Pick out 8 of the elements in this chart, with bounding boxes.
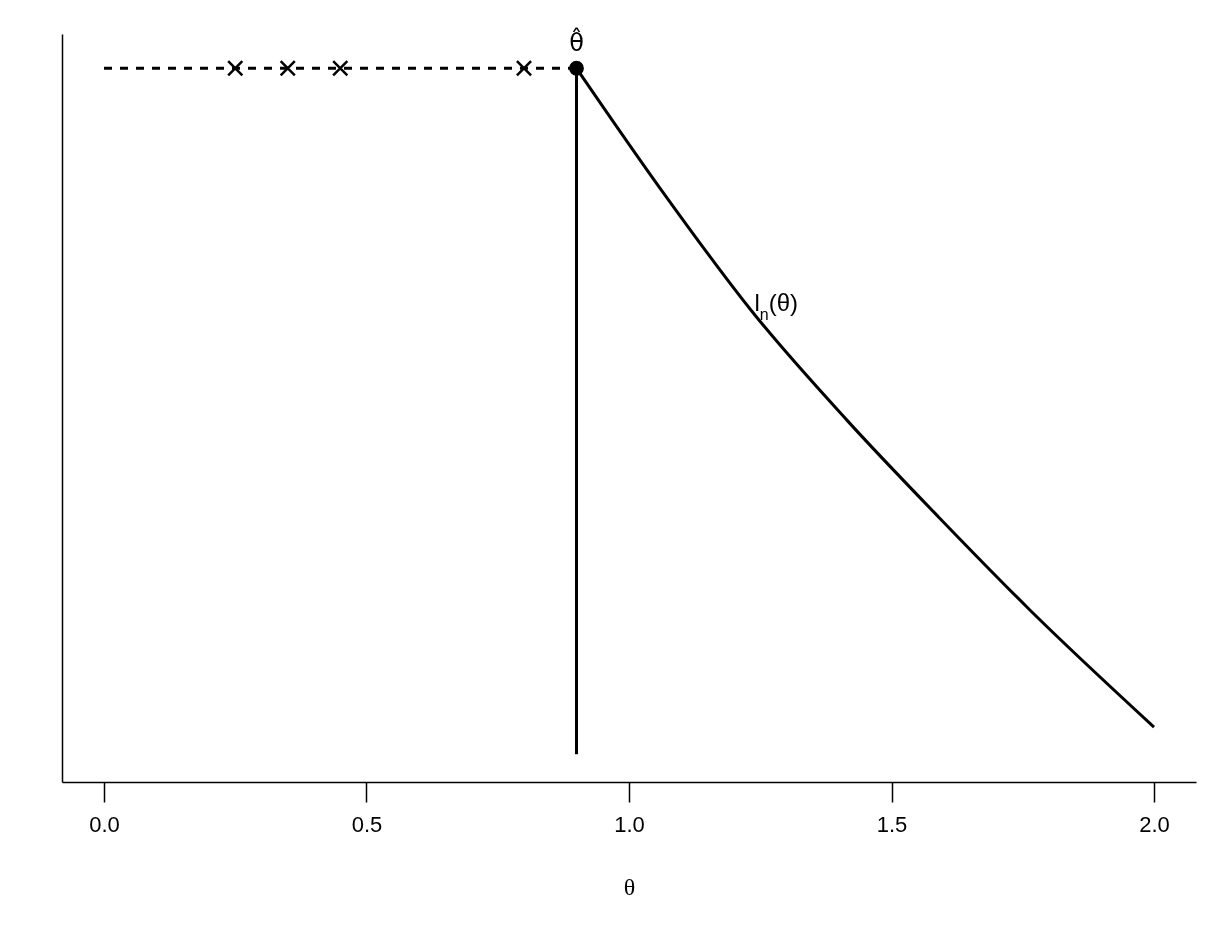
x-tick-label: 2.0 (1139, 811, 1170, 837)
x-tick-label: 1.0 (614, 811, 645, 837)
x-tick-label: 0.5 (351, 811, 383, 837)
x-axis-title: θ (623, 873, 636, 900)
x-tick-label: 1.5 (876, 811, 908, 837)
annotation: l$_{n}$(θ) (754, 288, 799, 322)
annotation: θ̂ (569, 26, 584, 58)
x-tick-label: 0.0 (89, 811, 120, 837)
